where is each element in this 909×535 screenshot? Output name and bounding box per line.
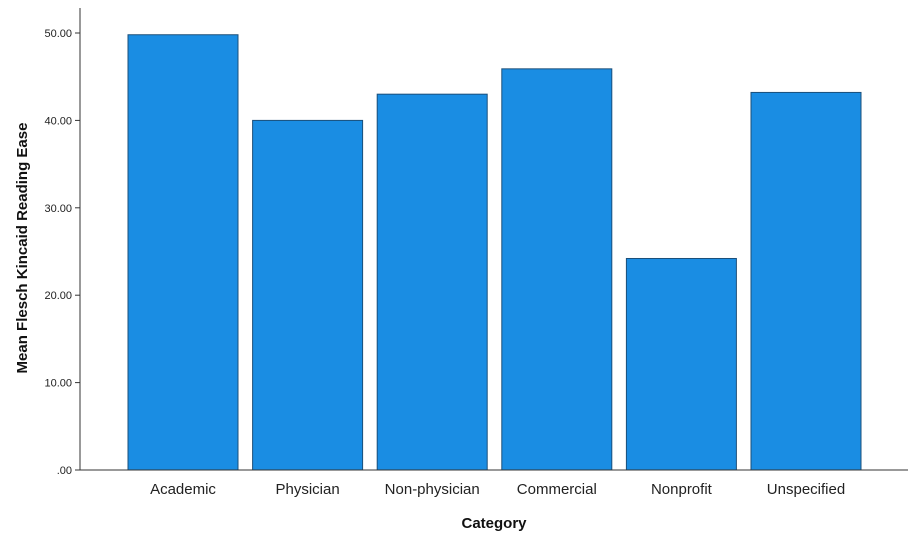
bars-group xyxy=(127,34,862,471)
y-axis-title: Mean Flesch Kincaid Reading Ease xyxy=(14,123,31,374)
x-tick-label: Unspecified xyxy=(767,481,845,498)
x-axis-tick-labels: Academic Physician Non-physician Commercial… xyxy=(150,481,845,498)
x-tick-label: Nonprofit xyxy=(651,481,713,498)
x-tick-label: Physician xyxy=(275,481,339,498)
y-axis-ticks: .00 10.00 20.00 30.00 40.00 50.00 xyxy=(44,28,80,477)
y-tick-label: .00 xyxy=(57,465,72,477)
bar-nonprofit xyxy=(625,257,737,471)
bar-non-physician xyxy=(376,93,488,471)
y-tick-label: 50.00 xyxy=(44,28,72,40)
x-tick-label: Commercial xyxy=(517,481,597,498)
x-axis-title: Category xyxy=(461,515,527,532)
bar-physician xyxy=(252,119,364,471)
bar-commercial xyxy=(501,68,613,471)
bar-unspecified xyxy=(750,91,862,471)
bar-academic xyxy=(127,34,239,471)
y-tick-label: 40.00 xyxy=(44,115,72,127)
y-tick-label: 30.00 xyxy=(44,203,72,215)
y-tick-label: 20.00 xyxy=(44,290,72,302)
x-tick-label: Academic xyxy=(150,481,216,498)
x-tick-label: Non-physician xyxy=(385,481,480,498)
y-tick-label: 10.00 xyxy=(44,378,72,390)
